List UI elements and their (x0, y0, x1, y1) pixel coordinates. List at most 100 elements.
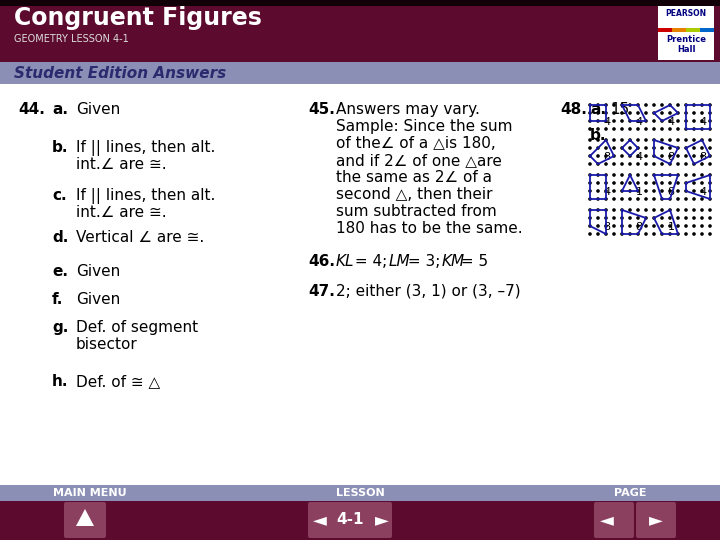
Circle shape (637, 174, 639, 176)
Circle shape (677, 190, 679, 192)
Circle shape (629, 147, 631, 149)
Text: c.: c. (52, 188, 67, 203)
Circle shape (645, 104, 647, 106)
Circle shape (629, 112, 631, 114)
Circle shape (669, 163, 671, 165)
Circle shape (709, 120, 711, 122)
Circle shape (693, 128, 695, 130)
Circle shape (709, 233, 711, 235)
Circle shape (669, 120, 671, 122)
FancyBboxPatch shape (672, 28, 686, 32)
Text: KL: KL (336, 254, 354, 269)
Circle shape (677, 182, 679, 184)
Text: a.: a. (52, 102, 68, 117)
Circle shape (685, 155, 687, 157)
Circle shape (669, 190, 671, 192)
Text: b.: b. (590, 128, 606, 143)
FancyBboxPatch shape (658, 28, 672, 32)
Text: = 3;: = 3; (403, 254, 445, 269)
Text: ◄: ◄ (600, 511, 614, 529)
Circle shape (677, 139, 679, 141)
Circle shape (653, 190, 655, 192)
Circle shape (589, 209, 591, 211)
Circle shape (597, 233, 599, 235)
Circle shape (677, 120, 679, 122)
Circle shape (637, 128, 639, 130)
Circle shape (629, 104, 631, 106)
Circle shape (605, 120, 607, 122)
Circle shape (613, 209, 615, 211)
Circle shape (669, 209, 671, 211)
Circle shape (605, 233, 607, 235)
Circle shape (677, 104, 679, 106)
FancyBboxPatch shape (594, 502, 634, 538)
Circle shape (685, 182, 687, 184)
Circle shape (685, 128, 687, 130)
Circle shape (685, 233, 687, 235)
Circle shape (661, 139, 663, 141)
Circle shape (613, 120, 615, 122)
Circle shape (661, 147, 663, 149)
Circle shape (661, 120, 663, 122)
Text: bisector: bisector (76, 337, 138, 352)
Circle shape (645, 139, 647, 141)
Circle shape (645, 190, 647, 192)
Text: e.: e. (52, 264, 68, 279)
Circle shape (589, 147, 591, 149)
FancyBboxPatch shape (0, 485, 720, 501)
FancyBboxPatch shape (308, 502, 392, 538)
Circle shape (693, 104, 695, 106)
Polygon shape (76, 509, 94, 526)
Circle shape (605, 182, 607, 184)
Circle shape (701, 155, 703, 157)
Circle shape (669, 217, 671, 219)
Text: second △, then their: second △, then their (336, 187, 492, 202)
Circle shape (589, 198, 591, 200)
Text: Sample: Since the sum: Sample: Since the sum (336, 119, 513, 134)
Circle shape (645, 217, 647, 219)
Circle shape (637, 120, 639, 122)
Circle shape (621, 233, 623, 235)
Circle shape (661, 198, 663, 200)
Circle shape (669, 198, 671, 200)
Circle shape (629, 163, 631, 165)
Circle shape (613, 190, 615, 192)
Text: Answers may vary.: Answers may vary. (336, 102, 480, 117)
Circle shape (701, 104, 703, 106)
Circle shape (589, 217, 591, 219)
Circle shape (637, 112, 639, 114)
Circle shape (709, 209, 711, 211)
Circle shape (629, 233, 631, 235)
Text: ►: ► (375, 511, 389, 529)
Circle shape (693, 139, 695, 141)
Text: f.: f. (52, 292, 63, 307)
Circle shape (629, 225, 631, 227)
Text: d.: d. (52, 230, 68, 245)
Circle shape (661, 182, 663, 184)
Text: 4: 4 (603, 117, 611, 127)
Text: sum subtracted from: sum subtracted from (336, 204, 497, 219)
Circle shape (621, 120, 623, 122)
Circle shape (677, 209, 679, 211)
Circle shape (605, 217, 607, 219)
Text: PEARSON: PEARSON (665, 9, 706, 17)
Circle shape (621, 147, 623, 149)
Circle shape (597, 139, 599, 141)
Text: GEOMETRY LESSON 4-1: GEOMETRY LESSON 4-1 (14, 34, 129, 44)
Circle shape (629, 120, 631, 122)
Text: 4: 4 (699, 117, 706, 127)
Circle shape (677, 155, 679, 157)
Circle shape (669, 233, 671, 235)
Circle shape (605, 147, 607, 149)
Circle shape (597, 120, 599, 122)
Circle shape (613, 128, 615, 130)
Circle shape (637, 163, 639, 165)
Text: = 4;: = 4; (350, 254, 392, 269)
Circle shape (613, 147, 615, 149)
Circle shape (621, 217, 623, 219)
Circle shape (597, 155, 599, 157)
Circle shape (645, 163, 647, 165)
Text: h.: h. (52, 374, 68, 389)
Text: 4: 4 (667, 117, 675, 127)
Circle shape (653, 139, 655, 141)
